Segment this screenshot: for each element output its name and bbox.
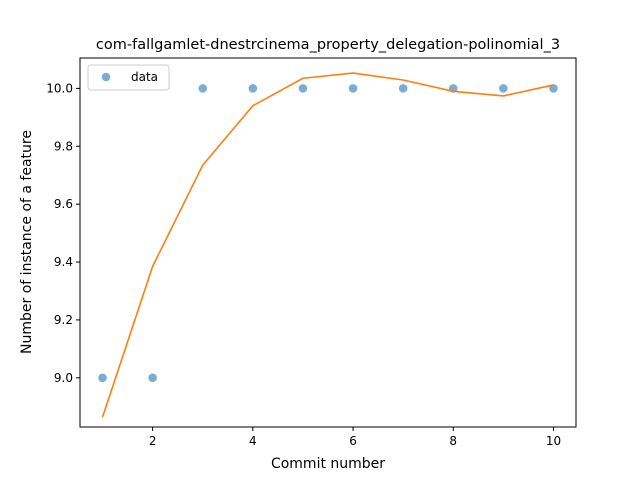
x-axis-label: Commit number <box>271 456 385 472</box>
data-point <box>98 373 107 383</box>
data-point <box>499 84 508 93</box>
legend-marker <box>101 72 111 82</box>
y-tick-label: 9.2 <box>54 313 73 327</box>
x-tick-label: 2 <box>149 434 157 448</box>
y-axis-label: Number of instance of a feature <box>19 130 35 354</box>
data-point <box>348 84 358 93</box>
data-point <box>248 84 258 93</box>
y-tick-label: 9.0 <box>54 371 73 385</box>
fit-line <box>101 72 554 418</box>
data-point <box>198 84 208 93</box>
y-tick-label: 10.0 <box>46 81 73 95</box>
data-point <box>549 84 558 93</box>
data-point <box>298 84 308 93</box>
y-tick-label: 9.4 <box>54 255 73 269</box>
plot-area <box>98 72 558 418</box>
x-tick-label: 6 <box>349 434 357 448</box>
legend: data <box>87 64 170 91</box>
axes: 2 4 6 8 10 9.0 9.2 9.4 9.6 9.8 10.0 <box>46 57 577 448</box>
data-point <box>148 373 157 383</box>
chart-title: com-fallgamlet-dnestrcinema_property_del… <box>96 37 560 53</box>
y-tick-label: 9.6 <box>54 197 73 211</box>
data-point <box>398 84 408 93</box>
plot-frame <box>79 57 577 428</box>
y-tick-label: 9.8 <box>54 139 73 153</box>
x-tick-label: 10 <box>546 434 561 448</box>
x-tick-label: 4 <box>249 434 257 448</box>
legend-box <box>87 64 170 91</box>
legend-label: data <box>131 70 158 84</box>
x-tick-label: 8 <box>449 434 457 448</box>
